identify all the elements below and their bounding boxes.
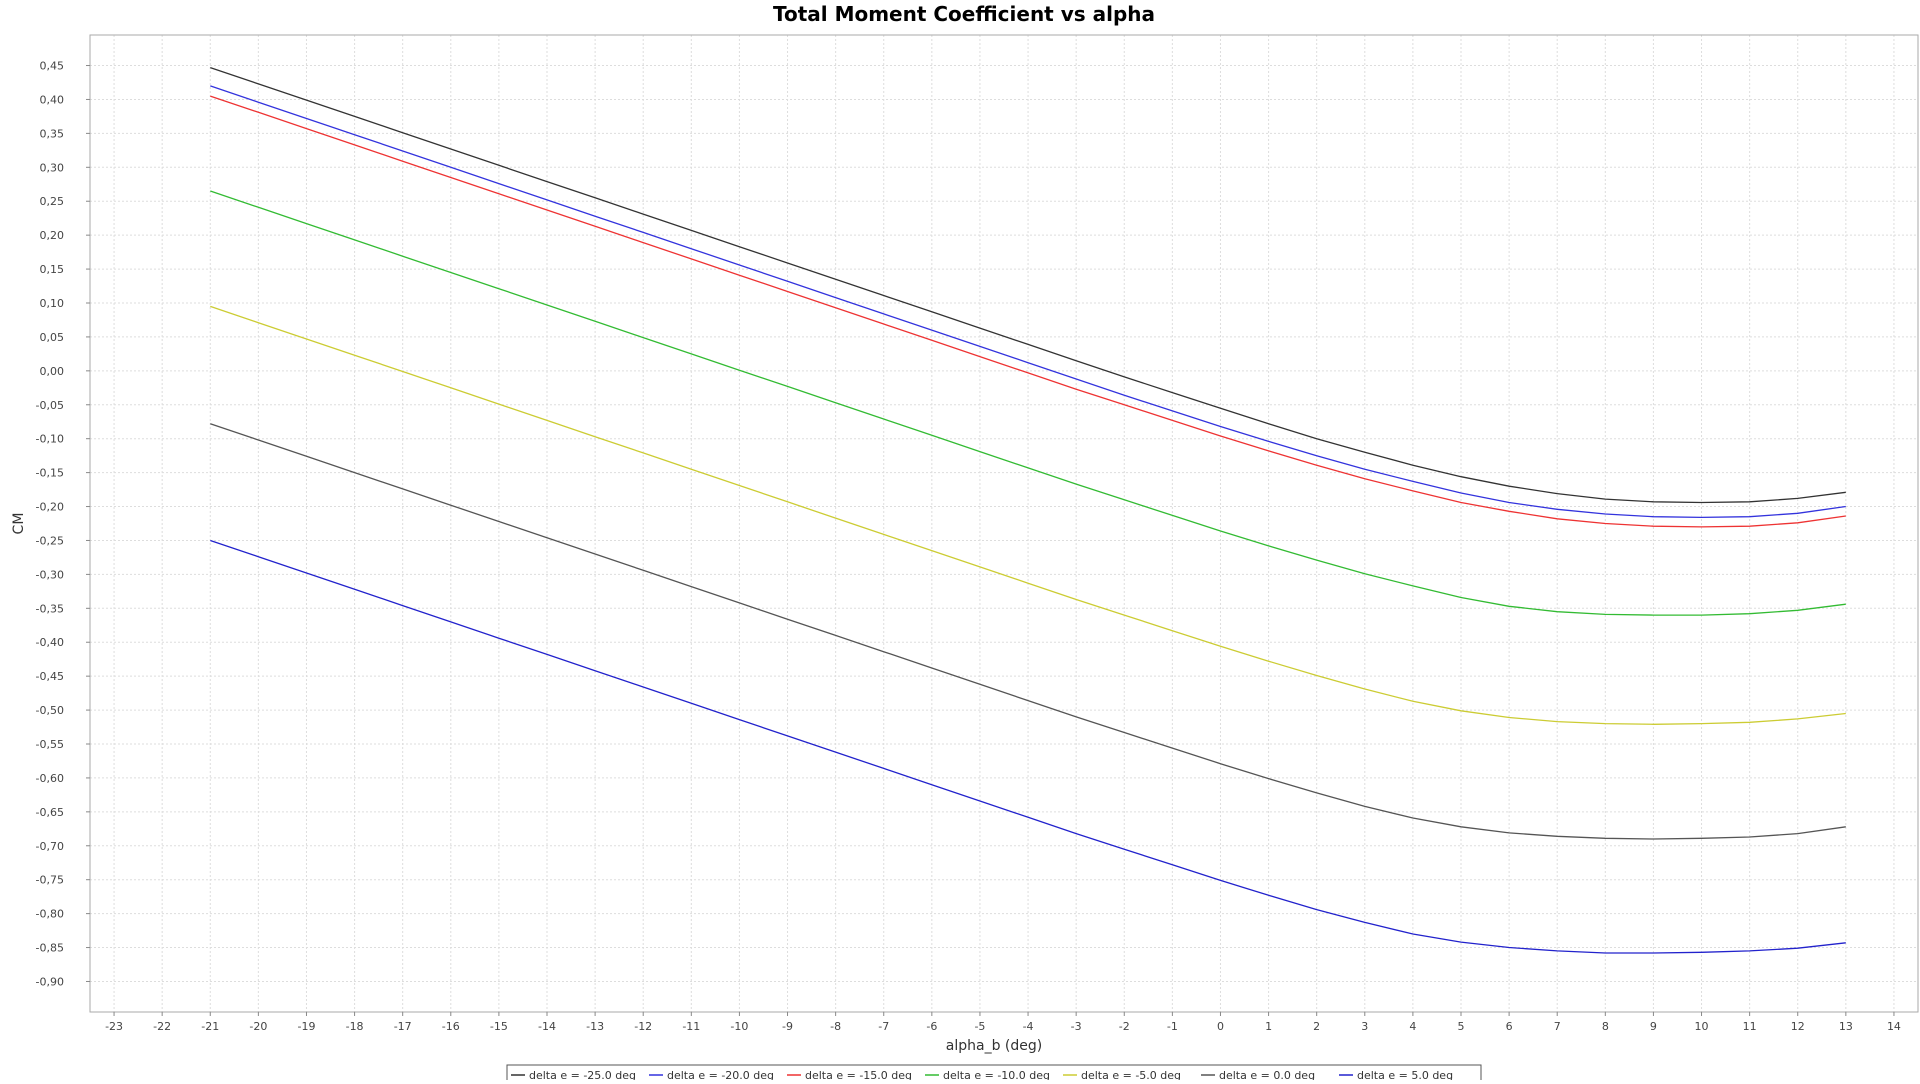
x-tick-label: 7: [1554, 1020, 1561, 1033]
legend-entry-label: delta e = 5.0 deg: [1357, 1069, 1453, 1080]
x-tick-label: -16: [442, 1020, 460, 1033]
y-axis: 0,45 0,40 0,35 0,30 0,25 0,20 0,15 0,10 0,05 0,00…: [36, 60, 90, 988]
x-tick-label: 0: [1217, 1020, 1224, 1033]
x-tick-label: 14: [1887, 1020, 1901, 1033]
y-tick-label: -0,40: [36, 636, 64, 649]
y-tick-label: -0,50: [36, 704, 64, 717]
y-tick-label: -0,80: [36, 908, 64, 921]
x-tick-label: 2: [1313, 1020, 1320, 1033]
y-tick-label: 0,15: [40, 263, 65, 276]
x-tick-label: 3: [1361, 1020, 1368, 1033]
y-tick-label: -0,25: [36, 534, 64, 547]
y-tick-label: 0,25: [40, 195, 65, 208]
x-tick-label: -15: [490, 1020, 508, 1033]
y-tick-label: 0,05: [40, 331, 65, 344]
plot-area: [89, 34, 1919, 1013]
legend-entry-label: delta e = -25.0 deg: [529, 1069, 636, 1080]
x-tick-label: -22: [153, 1020, 171, 1033]
x-tick-label: 8: [1602, 1020, 1609, 1033]
y-tick-label: 0,35: [40, 127, 65, 140]
x-tick-label: -2: [1119, 1020, 1130, 1033]
x-tick-label: -9: [782, 1020, 793, 1033]
legend-entry-label: delta e = -20.0 deg: [667, 1069, 774, 1080]
x-tick-label: -1: [1167, 1020, 1178, 1033]
y-tick-label: -0,65: [36, 806, 64, 819]
x-tick-label: -21: [201, 1020, 219, 1033]
y-tick-label: -0,70: [36, 840, 64, 853]
x-tick-label: -6: [926, 1020, 937, 1033]
y-tick-label: 0,20: [40, 229, 65, 242]
x-tick-label: -12: [634, 1020, 652, 1033]
series-line-1: [210, 85, 1846, 519]
y-tick-label: -0,55: [36, 738, 64, 751]
y-tick-label: -0,90: [36, 975, 64, 988]
y-tick-label: -0,15: [36, 467, 64, 480]
y-tick-label: 0,40: [40, 93, 65, 106]
x-tick-label: -14: [538, 1020, 556, 1033]
x-tick-label: -5: [974, 1020, 985, 1033]
series-line-3: [210, 190, 1846, 616]
legend-entry-label: delta e = -5.0 deg: [1081, 1069, 1181, 1080]
series-line-6: [210, 539, 1846, 954]
y-tick-label: -0,05: [36, 399, 64, 412]
x-tick-label: 10: [1695, 1020, 1709, 1033]
y-axis-label: CM: [11, 513, 27, 535]
series-line-5: [210, 423, 1846, 840]
chart-title: Total Moment Coefficient vs alpha: [773, 2, 1155, 26]
legend: delta e = -25.0 deg delta e = -20.0 deg de…: [506, 1064, 1482, 1084]
x-tick-label: 1: [1265, 1020, 1272, 1033]
legend-box: [506, 1064, 1482, 1084]
y-tick-label: -0,45: [36, 670, 64, 683]
y-tick-label: -0,20: [36, 501, 64, 514]
series-lines: [210, 66, 1846, 954]
x-tick-label: -19: [297, 1020, 315, 1033]
x-tick-label: -18: [346, 1020, 364, 1033]
x-tick-label: -8: [830, 1020, 841, 1033]
legend-entry-label: delta e = -15.0 deg: [805, 1069, 912, 1080]
x-tick-label: -23: [105, 1020, 123, 1033]
y-tick-label: 0,45: [40, 60, 65, 73]
x-tick-label: -11: [682, 1020, 700, 1033]
series-line-2: [210, 95, 1846, 528]
x-axis: -23 -22 -21 -20 -19 -18 -17 -16 -15 -14 -13 -12 -11-…: [105, 1012, 1901, 1033]
y-tick-label: 0,10: [40, 297, 65, 310]
y-tick-label: -0,10: [36, 433, 64, 446]
x-tick-label: 13: [1839, 1020, 1853, 1033]
y-tick-label: 0,00: [40, 365, 65, 378]
x-tick-label: -3: [1071, 1020, 1082, 1033]
x-tick-label: 4: [1409, 1020, 1416, 1033]
y-tick-label: 0,30: [40, 161, 65, 174]
x-tick-label: 12: [1791, 1020, 1805, 1033]
legend-entry-label: delta e = 0.0 deg: [1219, 1069, 1315, 1080]
x-tick-label: 11: [1743, 1020, 1757, 1033]
x-tick-label: -17: [394, 1020, 412, 1033]
x-tick-label: -10: [730, 1020, 748, 1033]
y-tick-label: -0,35: [36, 602, 64, 615]
x-tick-label: -4: [1023, 1020, 1034, 1033]
x-tick-label: 9: [1650, 1020, 1657, 1033]
y-tick-label: -0,60: [36, 772, 64, 785]
x-tick-label: 5: [1458, 1020, 1465, 1033]
y-tick-label: -0,85: [36, 942, 64, 955]
x-tick-label: -20: [249, 1020, 267, 1033]
x-tick-label: 6: [1506, 1020, 1513, 1033]
series-line-4: [210, 305, 1846, 725]
y-tick-label: -0,75: [36, 874, 64, 887]
y-tick-label: -0,30: [36, 568, 64, 581]
series-line-0: [210, 66, 1846, 504]
x-tick-label: -13: [586, 1020, 604, 1033]
x-tick-label: -7: [878, 1020, 889, 1033]
x-axis-label: alpha_b (deg): [946, 1038, 1042, 1054]
legend-entry-label: delta e = -10.0 deg: [943, 1069, 1050, 1080]
